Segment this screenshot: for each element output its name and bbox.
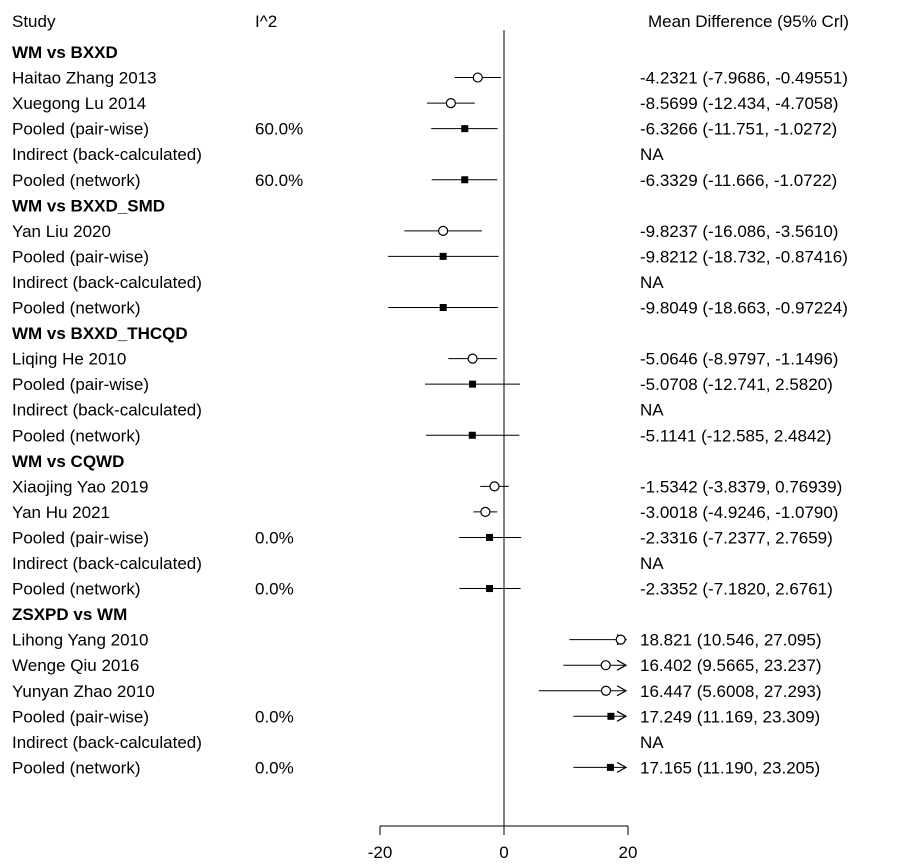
row-ci-text: -5.0646 (-8.9797, -1.1496) (640, 350, 838, 369)
row-ci-text: -5.0708 (-12.741, 2.5820) (640, 375, 833, 394)
row-label: Pooled (network) (12, 299, 141, 318)
row-label: Pooled (network) (12, 758, 141, 777)
pooled-estimate (439, 304, 447, 311)
header-study: Study (12, 12, 56, 31)
pooled-estimate (468, 431, 476, 439)
row-label: Xuegong Lu 2014 (12, 94, 146, 113)
point-estimate (600, 660, 611, 671)
row-ci-text: -1.5342 (-3.8379, 0.76939) (640, 477, 842, 496)
x-axis: -20 0 20 (368, 825, 638, 862)
pooled-estimate (439, 252, 447, 260)
row-ci-text: -6.3266 (-11.751, -1.0272) (640, 120, 837, 139)
pooled-estimate (461, 125, 469, 133)
row-label: Pooled (pair-wise) (12, 247, 149, 266)
row-ci-text: 16.447 (5.6008, 27.293) (640, 682, 821, 701)
row-i2: 0.0% (255, 528, 294, 547)
pooled-estimate (486, 585, 494, 593)
row-label: Pooled (network) (12, 171, 141, 190)
header-effect: Mean Difference (95% Crl) (648, 12, 849, 31)
row-ci-text: -2.3316 (-7.2377, 2.7659) (640, 528, 833, 547)
point-estimate (480, 506, 491, 517)
pooled-estimate (606, 763, 614, 771)
row-i2: 60.0% (255, 171, 303, 190)
row-label: Haitao Zhang 2013 (12, 69, 157, 88)
row-ci-text: -8.5699 (-12.434, -4.7058) (640, 94, 838, 113)
group-title: WM vs BXXD_THCQD (12, 324, 188, 343)
row-label: Xiaojing Yao 2019 (12, 477, 148, 496)
row-i2: 0.0% (255, 758, 294, 777)
row-label: Indirect (back-calculated) (12, 554, 202, 573)
pooled-estimate (607, 712, 615, 720)
row-ci-text: 18.821 (10.546, 27.095) (640, 631, 821, 650)
row-ci-text: -9.8049 (-18.663, -0.97224) (640, 299, 848, 318)
group-title: WM vs BXXD_SMD (12, 196, 165, 215)
row-ci-text: -5.1141 (-12.585, 2.4842) (640, 426, 832, 445)
row-ci-text: NA (640, 145, 664, 164)
ci-arrow (616, 685, 628, 697)
row-label: Pooled (pair-wise) (12, 375, 149, 394)
row-label: Liqing He 2010 (12, 350, 126, 369)
point-estimate (600, 685, 612, 696)
row-label: Pooled (network) (12, 426, 141, 445)
marks-layer (387, 30, 628, 826)
rows-layer: WM vs BXXD Haitao Zhang 2013 -4.2321 (-7.9… (12, 43, 848, 777)
row-label: Pooled (pair-wise) (12, 707, 149, 726)
point-estimate (437, 225, 449, 236)
row-ci-text: NA (640, 733, 664, 752)
row-label: Indirect (back-calculated) (12, 145, 202, 164)
row-label: Indirect (back-calculated) (12, 733, 202, 752)
row-label: Yan Hu 2021 (12, 503, 110, 522)
row-label: Indirect (back-calculated) (12, 401, 202, 420)
row-label: Indirect (back-calculated) (12, 273, 202, 292)
row-ci-text: -4.2321 (-7.9686, -0.49551) (640, 69, 848, 88)
pooled-estimate (486, 533, 494, 541)
pooled-estimate (461, 176, 469, 184)
row-label: Wenge Qiu 2016 (12, 656, 139, 675)
header-i2: I^2 (255, 12, 277, 31)
row-label: Yunyan Zhao 2010 (12, 682, 155, 701)
ci-arrow (616, 761, 628, 773)
x-tick-label: -20 (368, 843, 393, 862)
point-estimate (467, 353, 478, 364)
row-ci-text: NA (640, 554, 664, 573)
row-label: Pooled (network) (12, 580, 141, 599)
row-i2: 0.0% (255, 580, 294, 599)
group-title: WM vs BXXD (12, 43, 118, 62)
point-estimate (489, 481, 500, 492)
row-i2: 0.0% (255, 707, 294, 726)
row-ci-text: NA (640, 401, 664, 420)
row-ci-text: NA (640, 273, 664, 292)
row-ci-text: 17.165 (11.190, 23.205) (640, 758, 820, 777)
x-tick-label: 20 (619, 843, 638, 862)
row-label: Lihong Yang 2010 (12, 631, 148, 650)
row-ci-text: -6.3329 (-11.666, -1.0722) (640, 171, 837, 190)
x-tick-label: 0 (499, 843, 508, 862)
row-ci-text: -9.8212 (-18.732, -0.87416) (640, 247, 848, 266)
row-label: Yan Liu 2020 (12, 222, 111, 241)
row-ci-text: 16.402 (9.5665, 23.237) (640, 656, 821, 675)
row-ci-text: -9.8237 (-16.086, -3.5610) (640, 222, 838, 241)
point-estimate (615, 634, 626, 645)
row-label: Pooled (pair-wise) (12, 120, 149, 139)
point-estimate (445, 97, 456, 109)
row-i2: 60.0% (255, 120, 303, 139)
row-ci-text: -2.3352 (-7.1820, 2.6761) (640, 580, 833, 599)
row-ci-text: -3.0018 (-4.9246, -1.0790) (640, 503, 838, 522)
group-title: ZSXPD vs WM (12, 605, 127, 624)
ci-arrow (616, 659, 628, 671)
ci-arrow (616, 710, 628, 722)
pooled-estimate (469, 380, 477, 388)
row-ci-text: 17.249 (11.169, 23.309) (640, 707, 820, 726)
row-label: Pooled (pair-wise) (12, 528, 149, 547)
group-title: WM vs CQWD (12, 452, 124, 471)
point-estimate (472, 72, 483, 83)
